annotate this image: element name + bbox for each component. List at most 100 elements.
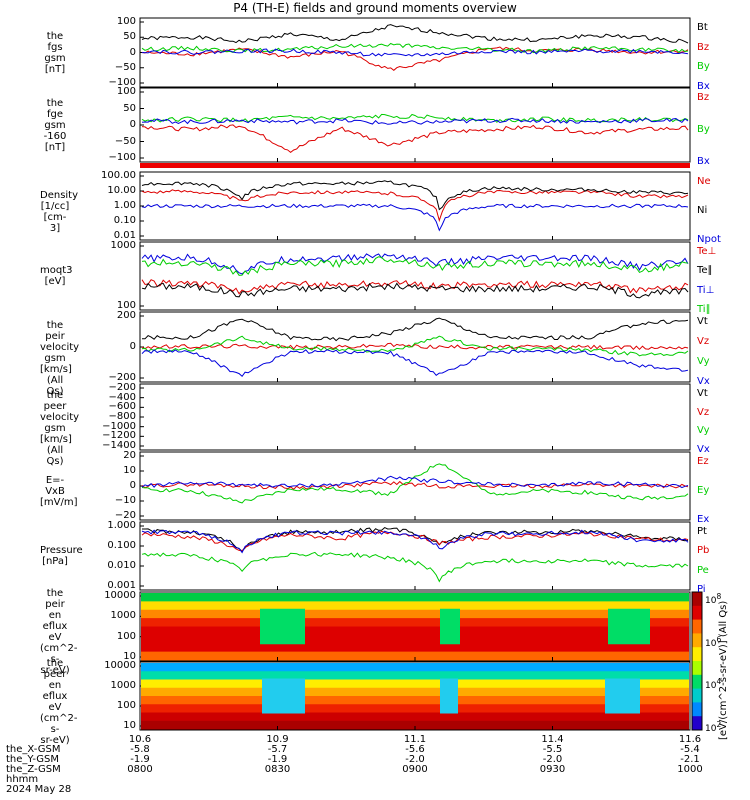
x-tick-label: 10.6 [128,734,152,745]
y-tick-label: −200 [108,382,136,393]
y-tick-label: −50 [114,135,136,147]
series-line-Pt [142,527,689,552]
series-line-By [141,113,689,123]
legend-Ne: Ne [697,176,711,187]
series-line-Ti⊥ [141,253,689,275]
legend-Te∥: Te∥ [697,265,713,277]
footer-row-value: -5.7 [267,744,288,755]
series-line-Ti∥ [141,256,689,276]
panel-frame [139,171,691,241]
footer-row-value: -2.0 [542,754,563,765]
colorbar [691,591,703,731]
y-tick-label: 100.00 [101,170,136,181]
panel-efield [139,451,691,521]
spectrogram-feature [605,678,640,714]
y-tick-label: 10000 [104,590,136,601]
panel-frame [139,87,691,163]
chart-title: P4 (TH-E) fields and ground moments over… [233,1,517,15]
y-tick-label: −100 [108,152,136,163]
y-axis-label-line: Pressure [40,545,83,556]
y-tick-label: 10 [123,465,136,476]
y-tick-label: 10.00 [107,185,136,196]
y-axis-label: Density [1/cc] [cm-3] [40,190,78,234]
spectrogram-band [141,696,689,705]
y-axis-label-line: [1/cc] [40,200,70,212]
y-axis-label-line: eV [48,632,62,643]
spectrogram-band [141,634,689,644]
footer-row-value: -1.9 [130,754,150,765]
legend-Vt: Vt [697,316,708,327]
colorbar-segment [692,619,702,634]
y-axis-label-line: [nT] [44,63,66,75]
y-tick-label: 100 [116,300,136,311]
panel-pressure [139,521,691,591]
panel-frame [139,521,691,591]
y-tick-label: 200 [116,310,136,321]
series-line-Bz [141,46,689,71]
panel-fgs [139,17,691,88]
y-tick-label: 1000 [110,680,136,691]
y-tick-label: −10 [114,495,136,506]
series-line-Pb [141,530,689,552]
y-axis-label-line: (cm^2-s- [40,643,78,665]
x-tick-label: 11.1 [403,734,427,745]
spectrogram-band [141,593,689,602]
series-line-Ni [141,180,689,211]
y-axis-label-line: [mV/m] [40,497,78,508]
series-line-Ne [141,189,689,223]
panel-density [139,171,691,241]
y-axis-label: E=-VxB [mV/m] [40,475,78,508]
y-tick-label: −1400 [102,440,136,451]
x-tick-label: 11.6 [678,734,702,745]
panel-frame [139,241,691,311]
footer-row-label: hhmm [6,774,39,785]
legend-Vy: Vy [697,425,710,437]
spectrogram-band [141,671,689,680]
y-axis-label-line: fgs [47,41,63,53]
y-tick-label: 100 [116,16,136,27]
y-axis-label-line: sr-eV) [40,665,70,676]
colorbar-frame [691,591,703,731]
spectrogram-band [141,601,689,611]
y-axis-label-line: velocity [40,341,80,353]
legend-Vy: Vy [697,356,710,367]
footer-date: 2024 May 28 [6,784,72,795]
legend-Ti⊥: Ti⊥ [697,284,715,296]
colorbar-segment [692,592,702,607]
legend-Ni: Ni [697,205,708,216]
x-tick-label: 11.4 [541,734,564,745]
y-tick-label: 1000 [110,610,136,622]
series-line-Pe [141,551,689,583]
footer-row-value: -5.4 [680,744,700,755]
panel-fge [139,87,691,163]
colorbar-segment [692,605,702,621]
footer-row-label: the_Z-GSM [6,764,61,775]
colorbar-tick-exponent: 6 [716,634,722,644]
panel-frame [139,383,691,451]
footer-row-value: 0900 [402,764,428,775]
legend-Ti∥: Ti∥ [697,304,711,315]
legend-Vz: Vz [697,336,710,347]
y-axis-label-line: the [46,657,64,669]
spectrogram-band [141,626,689,636]
spectrogram-feature [608,608,650,645]
y-axis-label-line: [eV] [44,276,66,287]
y-axis-label-line: [cm-3] [43,211,67,234]
footer-row-value: 1000 [677,764,703,775]
series-line-Vz [141,342,689,351]
spectrogram-band [141,687,689,697]
footer-row-value: -5.5 [542,744,563,755]
colorbar-segment [692,674,702,690]
series-line-Ey [141,463,689,504]
footer-row-value: 0930 [539,764,566,775]
legend-Te⊥: Te⊥ [697,246,717,257]
colorbar-segment [692,716,702,731]
colorbar-tick: 102 [705,720,722,734]
panel-temperature [139,241,691,311]
legend-Bx: Bx [697,81,710,92]
legend-Pi: Pi [697,584,706,595]
y-axis-label-line: eflux [42,621,68,632]
spectrogram-band [141,618,689,627]
y-axis-label-line: the [46,319,64,331]
colorbar-tick-exponent: 4 [716,677,722,687]
